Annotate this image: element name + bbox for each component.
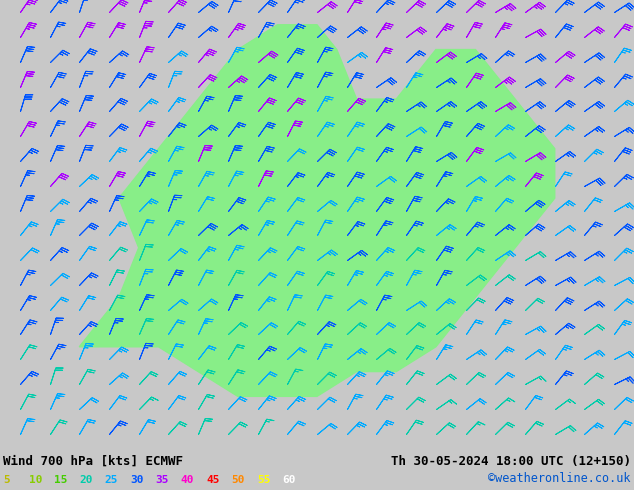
Text: 25: 25 — [105, 475, 118, 485]
Text: 5: 5 — [3, 475, 10, 485]
Text: 45: 45 — [206, 475, 219, 485]
Text: 20: 20 — [79, 475, 93, 485]
Text: 15: 15 — [54, 475, 67, 485]
Text: Th 30-05-2024 18:00 UTC (12+150): Th 30-05-2024 18:00 UTC (12+150) — [391, 455, 631, 468]
Text: 40: 40 — [181, 475, 194, 485]
Text: Wind 700 hPa [kts] ECMWF: Wind 700 hPa [kts] ECMWF — [3, 455, 183, 468]
Text: 60: 60 — [282, 475, 295, 485]
Text: 35: 35 — [155, 475, 169, 485]
Text: 50: 50 — [231, 475, 245, 485]
Polygon shape — [79, 25, 555, 396]
Text: ©weatheronline.co.uk: ©weatheronline.co.uk — [488, 472, 631, 485]
Text: 10: 10 — [29, 475, 42, 485]
Text: 55: 55 — [257, 475, 270, 485]
Text: 30: 30 — [130, 475, 143, 485]
